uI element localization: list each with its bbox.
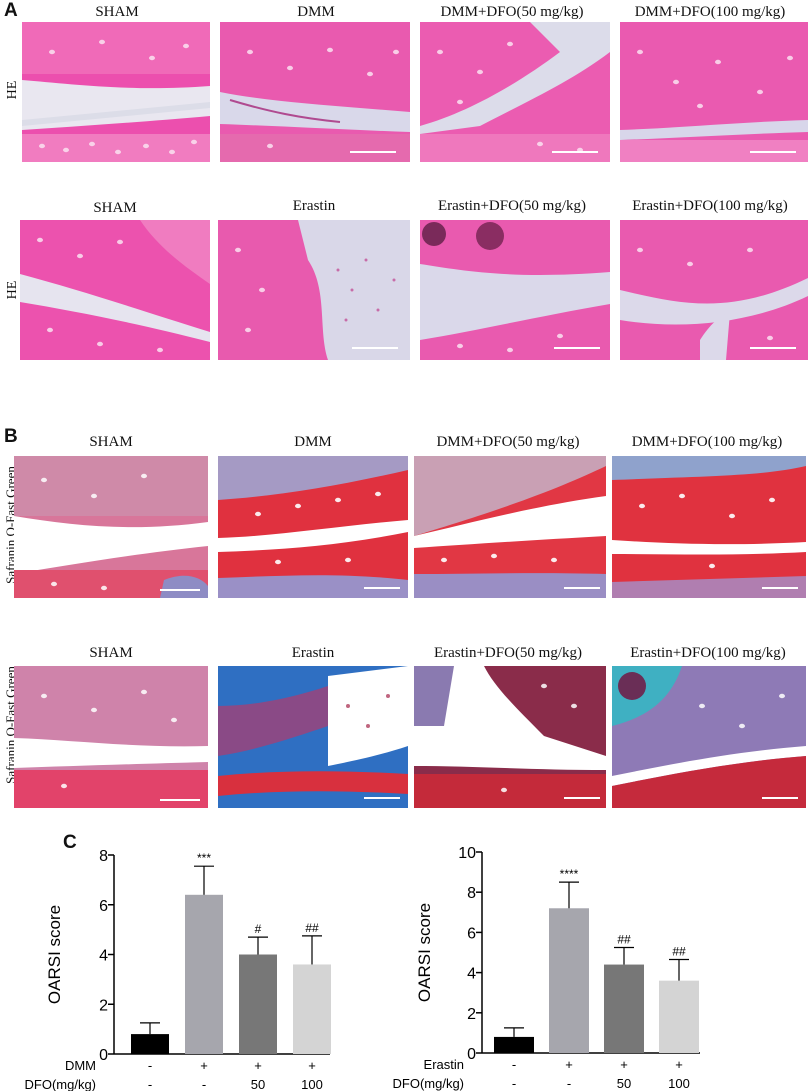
bar: [549, 908, 589, 1053]
group-value-label: +: [200, 1058, 208, 1073]
safranin-micrograph-erastin-dfo100: [612, 666, 806, 808]
significance-label: ##: [672, 945, 686, 959]
col-label-b1-dmm-dfo50: DMM+DFO(50 mg/kg): [436, 434, 580, 450]
col-label-a2-erastin-dfo50: Erastin+DFO(50 mg/kg): [437, 198, 587, 214]
y-axis-label: OARSI score: [45, 905, 64, 1004]
group-value-label: 100: [301, 1077, 323, 1091]
col-label-b1-dmm-dfo100: DMM+DFO(100 mg/kg): [631, 434, 783, 450]
y-axis-label: OARSI score: [415, 903, 434, 1002]
safranin-micrograph-erastin: [218, 666, 408, 808]
safranin-micrograph-sham: [14, 456, 208, 598]
y-tick-label: 2: [467, 1006, 476, 1023]
y-tick-label: 0: [99, 1047, 108, 1064]
group-value-label: -: [202, 1077, 206, 1091]
y-tick-label: 6: [467, 925, 476, 942]
y-tick-label: 8: [467, 885, 476, 902]
y-tick-label: 6: [99, 898, 108, 915]
group-value-label: -: [148, 1077, 152, 1091]
he-micrograph-sham: [22, 22, 210, 162]
col-label-b2-erastin-dfo50: Erastin+DFO(50 mg/kg): [433, 645, 583, 661]
y-tick-label: 0: [467, 1046, 476, 1063]
he-micrograph-erastin-dfo50: [420, 220, 610, 360]
significance-label: #: [255, 922, 262, 936]
group-value-label: +: [565, 1057, 573, 1072]
group-value-label: +: [620, 1057, 628, 1072]
group-name-label: DFO(mg/kg): [393, 1076, 465, 1091]
he-micrograph-dmm-dfo100: [620, 22, 808, 162]
bar: [604, 964, 644, 1053]
bar: [131, 1034, 169, 1054]
group-value-label: -: [567, 1076, 571, 1091]
group-value-label: 50: [251, 1077, 265, 1091]
col-label-a1-dmm-dfo50: DMM+DFO(50 mg/kg): [440, 4, 584, 20]
col-label-b1-sham: SHAM: [89, 434, 133, 450]
col-label-b1-dmm: DMM: [294, 434, 332, 450]
significance-label: ****: [560, 867, 579, 881]
safranin-micrograph-dmm-dfo100: [612, 456, 806, 598]
safranin-micrograph-sham-2: [14, 666, 208, 808]
group-value-label: -: [148, 1058, 152, 1073]
y-tick-label: 4: [99, 948, 108, 965]
group-value-label: +: [675, 1057, 683, 1072]
group-value-label: 50: [617, 1076, 631, 1091]
he-micrograph-erastin: [218, 220, 410, 360]
bar: [185, 894, 223, 1054]
he-micrograph-sham-2: [20, 220, 210, 360]
y-tick-label: 2: [99, 997, 108, 1014]
group-value-label: +: [308, 1058, 316, 1073]
group-name-label: DFO(mg/kg): [25, 1077, 97, 1091]
col-label-a1-dmm: DMM: [297, 4, 335, 20]
he-micrograph-dmm-dfo50: [420, 22, 610, 162]
col-label-a1-dmm-dfo100: DMM+DFO(100 mg/kg): [634, 4, 786, 20]
group-name-label: DMM: [65, 1058, 96, 1073]
significance-label: ##: [617, 932, 631, 946]
y-tick-label: 8: [99, 848, 108, 865]
col-label-a2-erastin-dfo100: Erastin+DFO(100 mg/kg): [632, 198, 788, 214]
col-label-b2-erastin: Erastin: [291, 645, 335, 661]
significance-label: ***: [197, 851, 211, 865]
group-value-label: -: [512, 1057, 516, 1072]
panel-letter-b: B: [4, 426, 18, 447]
group-value-label: 100: [668, 1076, 690, 1091]
col-label-a2-sham: SHAM: [93, 200, 137, 216]
panel-letter-c: C: [63, 832, 77, 853]
group-name-label: Erastin: [424, 1057, 464, 1072]
he-micrograph-dmm: [220, 22, 410, 162]
col-label-a1-sham: SHAM: [95, 4, 139, 20]
safranin-micrograph-dmm-dfo50: [414, 456, 606, 598]
bar: [659, 980, 699, 1053]
panel-letter-a: A: [4, 0, 18, 21]
col-label-a2-erastin: Erastin: [292, 198, 336, 214]
bar: [239, 954, 277, 1054]
significance-label: ##: [305, 921, 319, 935]
he-micrograph-erastin-dfo100: [620, 220, 808, 360]
group-value-label: -: [512, 1076, 516, 1091]
col-label-b2-sham: SHAM: [89, 645, 133, 661]
bar: [293, 964, 331, 1054]
bar: [494, 1036, 534, 1053]
safranin-micrograph-erastin-dfo50: [414, 666, 606, 808]
col-label-b2-erastin-dfo100: Erastin+DFO(100 mg/kg): [630, 645, 786, 661]
y-tick-label: 4: [467, 966, 476, 983]
safranin-micrograph-dmm: [218, 456, 408, 598]
group-value-label: +: [254, 1058, 262, 1073]
y-tick-label: 10: [458, 845, 476, 862]
